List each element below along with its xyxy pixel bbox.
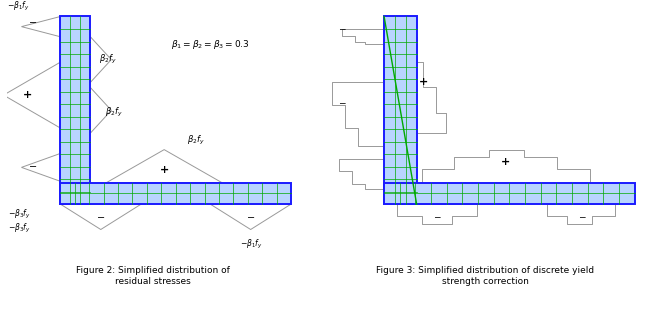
Text: −: − [247,213,255,223]
Text: −: − [29,18,38,28]
Text: −: − [97,213,105,223]
Text: −: − [433,212,441,221]
Text: −: − [338,25,346,34]
Bar [384,183,635,204]
Text: Figure 3: Simplified distribution of discrete yield
strength correction: Figure 3: Simplified distribution of dis… [376,266,594,286]
Text: −: − [338,98,346,107]
Text: +: + [159,165,169,175]
Text: −: − [29,162,38,172]
Text: $-\beta_3 f_y$: $-\beta_3 f_y$ [8,208,31,221]
Text: −: − [578,212,586,221]
Text: $\beta_2 f_y$: $\beta_2 f_y$ [105,106,123,120]
Text: Figure 2: Simplified distribution of
residual stresses: Figure 2: Simplified distribution of res… [76,266,230,286]
Text: $-\beta_3 f_y$: $-\beta_3 f_y$ [8,222,31,235]
Bar [384,16,417,204]
Text: $\beta_2 f_y$: $\beta_2 f_y$ [100,53,117,66]
Text: $-\beta_1 f_y$: $-\beta_1 f_y$ [7,0,29,13]
Text: +: + [23,90,32,100]
Text: $\beta_2 f_y$: $\beta_2 f_y$ [187,134,205,147]
Bar [61,16,90,204]
Bar [61,183,291,204]
Text: $\beta_1 = \beta_2 = \beta_3 = 0.3$: $\beta_1 = \beta_2 = \beta_3 = 0.3$ [171,38,250,51]
Text: +: + [419,77,428,87]
Text: $-\beta_1 f_y$: $-\beta_1 f_y$ [240,238,263,251]
Text: +: + [501,157,510,167]
